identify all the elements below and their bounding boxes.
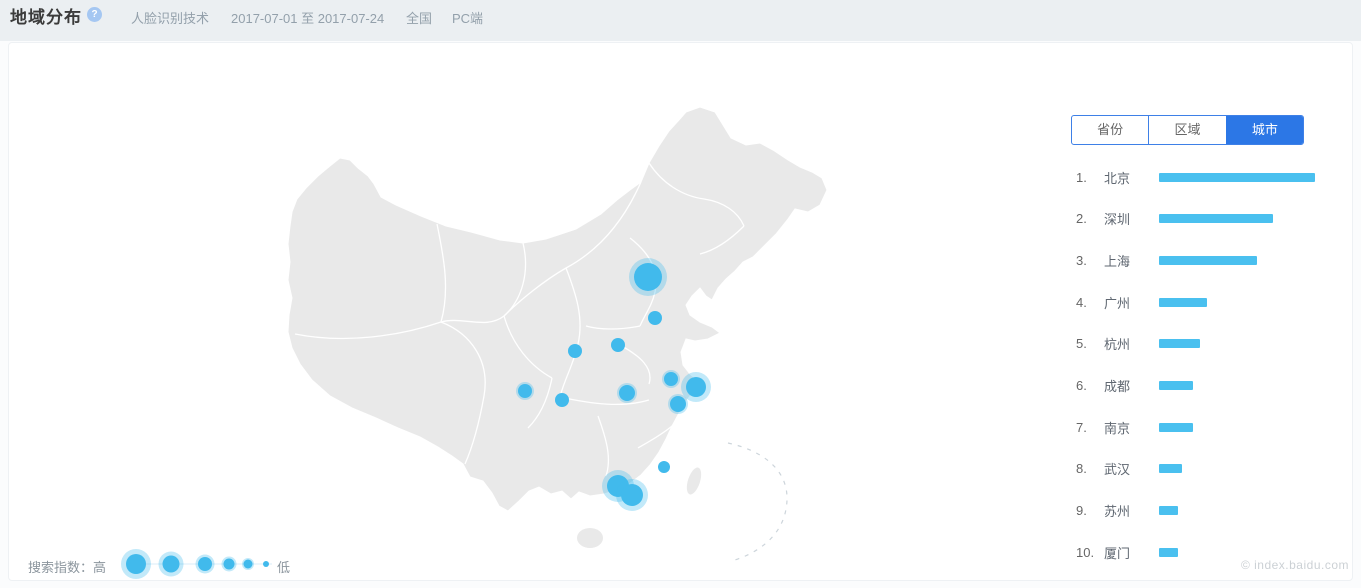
- legend-label-high: 搜索指数：高: [28, 560, 107, 575]
- city-name: 成都: [1104, 379, 1131, 394]
- index-bar: [1159, 464, 1183, 474]
- header-bar: [0, 0, 1361, 41]
- rank-number: 1.: [1076, 169, 1087, 185]
- view-tabs: 省份 区域 城市: [1071, 115, 1304, 145]
- rank-number: 2.: [1076, 211, 1087, 227]
- rank-row-8: 8. 武汉: [1070, 459, 1183, 479]
- index-bar: [1159, 172, 1315, 182]
- rank-number: 3.: [1076, 252, 1087, 268]
- rank-number: 4.: [1076, 294, 1087, 310]
- legend-label-low: 低: [277, 560, 291, 575]
- city-name: 北京: [1104, 170, 1131, 186]
- index-bar: [1159, 506, 1178, 516]
- city-name: 厦门: [1104, 545, 1131, 561]
- filter-keyword: 人脸识别技术: [131, 11, 210, 26]
- rank-row-3: 3. 上海: [1070, 250, 1258, 270]
- tab-city[interactable]: 城市: [1225, 116, 1303, 144]
- city-name: 南京: [1104, 420, 1131, 436]
- rank-row-6: 6. 成都: [1070, 376, 1194, 396]
- rank-number: 5.: [1076, 336, 1087, 352]
- rank-number: 8.: [1076, 461, 1087, 477]
- help-icon[interactable]: ?: [87, 7, 102, 22]
- city-name: 深圳: [1104, 212, 1131, 228]
- city-name: 武汉: [1104, 462, 1131, 478]
- rank-row-10: 10. 厦门: [1070, 542, 1178, 562]
- rank-number: 6.: [1076, 378, 1087, 393]
- index-bar: [1159, 381, 1194, 390]
- rank-row-4: 4. 广州: [1070, 292, 1208, 312]
- city-name: 广州: [1104, 295, 1131, 311]
- rank-row-2: 2. 深圳: [1070, 209, 1273, 229]
- index-bar: [1159, 547, 1178, 557]
- tab-province[interactable]: 省份: [1097, 122, 1124, 137]
- rank-row-1: 1. 北京: [1070, 167, 1315, 187]
- city-name: 苏州: [1104, 504, 1131, 520]
- index-bar: [1159, 297, 1208, 307]
- filter-device: PC端: [452, 11, 484, 26]
- page-title: 地域分布: [10, 8, 82, 27]
- watermark: © index.baidu.com: [1240, 558, 1349, 572]
- rank-row-9: 9. 苏州: [1070, 501, 1178, 521]
- index-bar: [1159, 214, 1273, 224]
- index-bar: [1159, 255, 1258, 265]
- rank-row-7: 7. 南京: [1070, 417, 1194, 437]
- index-bar: [1159, 422, 1194, 432]
- tab-region[interactable]: 区域: [1148, 116, 1225, 144]
- filter-date-range: 2017-07-01 至 2017-07-24: [231, 11, 385, 26]
- rank-row-5: 5. 杭州: [1070, 334, 1200, 354]
- filter-region: 全国: [406, 11, 433, 26]
- rank-number: 10.: [1076, 544, 1095, 560]
- rank-number: 9.: [1076, 503, 1087, 519]
- city-name: 杭州: [1104, 337, 1131, 353]
- index-bar: [1159, 339, 1200, 349]
- rank-number: 7.: [1076, 419, 1087, 435]
- city-name: 上海: [1104, 253, 1131, 269]
